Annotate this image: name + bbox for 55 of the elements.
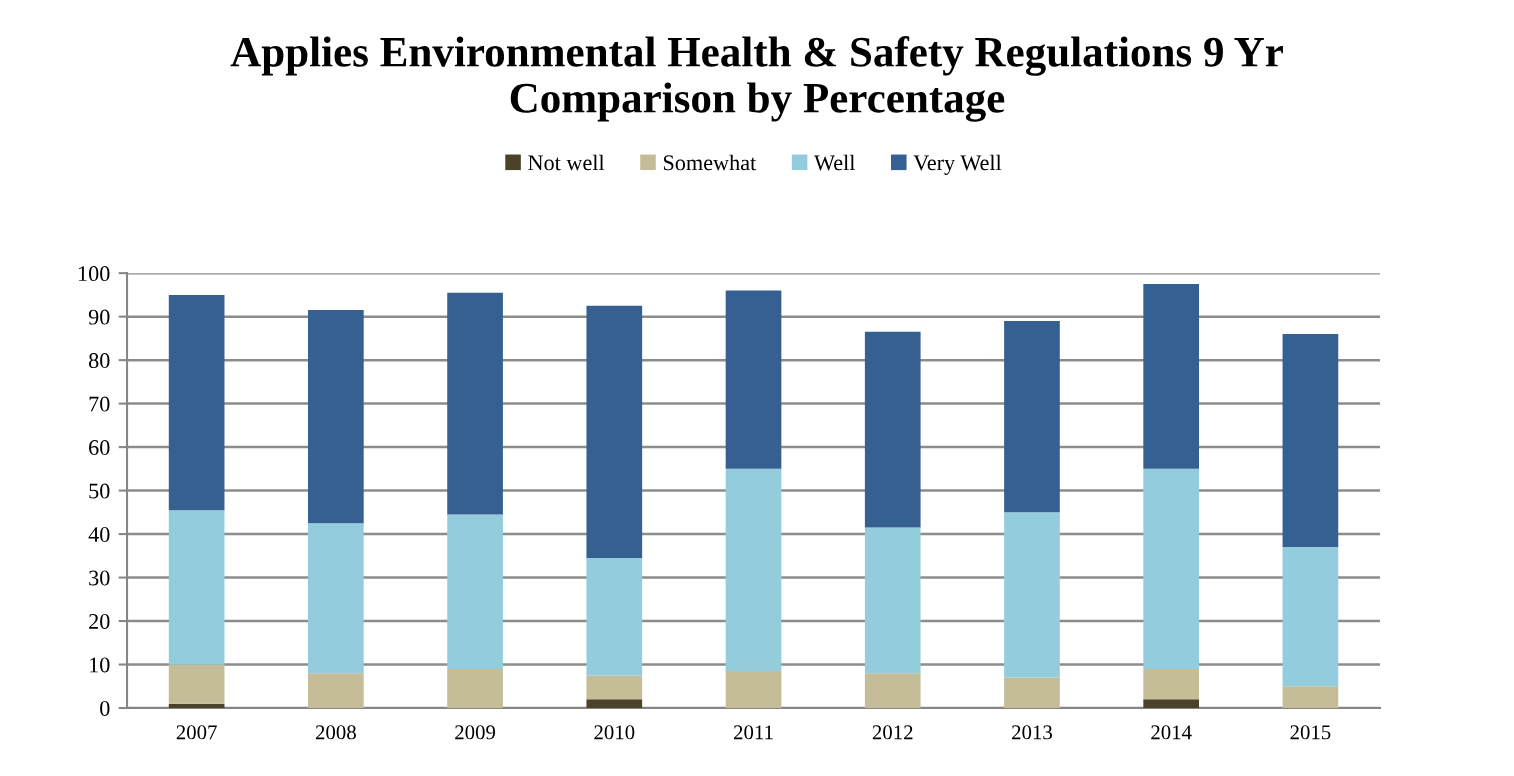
bar — [1143, 668, 1200, 700]
bar — [447, 668, 503, 709]
y-tick-label: 30 — [89, 570, 110, 586]
bar — [1143, 699, 1200, 709]
bar — [1004, 677, 1060, 709]
bar — [447, 292, 503, 515]
x-tick-label: 2015 — [1290, 725, 1331, 740]
bar — [586, 699, 643, 709]
x-tick-label: 2009 — [455, 725, 496, 740]
bar — [725, 671, 782, 709]
x-tick-label: 2014 — [1151, 725, 1192, 740]
x-tick-label: 2007 — [176, 725, 217, 740]
bar — [447, 514, 503, 669]
bar — [1004, 512, 1060, 678]
bar — [725, 290, 782, 469]
bar — [1282, 547, 1339, 687]
bar — [168, 664, 225, 704]
legend-label: Not well — [528, 154, 605, 171]
legend-label: Very Well — [913, 154, 1002, 175]
bar — [1004, 320, 1060, 513]
y-tick-label: 0 — [100, 700, 110, 716]
y-tick-label: 50 — [89, 483, 110, 499]
bar — [168, 294, 225, 511]
y-tick-label: 70 — [89, 396, 110, 412]
bar — [864, 331, 921, 528]
x-tick-label: 2008 — [315, 725, 356, 740]
bar — [586, 557, 643, 676]
y-tick-label: 60 — [89, 440, 110, 456]
x-tick-label: 2010 — [594, 725, 635, 740]
bar — [586, 675, 643, 700]
x-tick-label: 2013 — [1012, 725, 1052, 740]
bar — [1282, 334, 1339, 548]
bar — [1282, 686, 1339, 709]
y-tick-label: 90 — [88, 309, 110, 325]
bar — [1143, 468, 1200, 669]
y-tick-label: 80 — [88, 353, 110, 369]
bar — [168, 510, 225, 665]
bar — [725, 468, 782, 672]
bar — [1143, 284, 1200, 469]
y-tick-label: 40 — [88, 527, 110, 542]
y-tick-label: 10 — [90, 657, 110, 673]
x-tick-label: 2011 — [733, 725, 773, 740]
bar — [308, 673, 364, 709]
x-tick-label: 2012 — [872, 725, 913, 740]
y-tick-label: 100 — [78, 266, 110, 282]
chart-title: Applies Environmental Health & Safety Regulations 9 Yr Comparison by Percentage — [230, 36, 1283, 122]
bar — [864, 673, 921, 709]
bar — [308, 310, 364, 524]
y-tick-label: 20 — [89, 613, 110, 629]
bar — [586, 305, 643, 558]
legend-label: Somewhat — [663, 154, 757, 171]
bar — [308, 523, 364, 674]
bar — [864, 527, 921, 674]
legend-label: Well — [814, 154, 855, 171]
bar — [168, 703, 225, 709]
